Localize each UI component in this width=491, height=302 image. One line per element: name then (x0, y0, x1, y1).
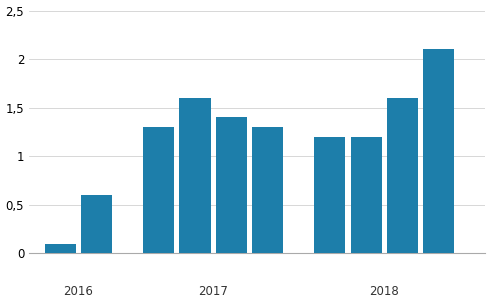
Bar (179, 98, 211, 253)
Bar (351, 137, 382, 253)
Bar (216, 117, 247, 253)
Text: 2018: 2018 (369, 285, 399, 298)
Text: 2017: 2017 (198, 285, 228, 298)
Bar (45, 243, 76, 253)
Bar (387, 98, 418, 253)
Bar (143, 127, 174, 253)
Bar (81, 195, 112, 253)
Bar (252, 127, 283, 253)
Text: 2016: 2016 (63, 285, 93, 298)
Bar (314, 137, 345, 253)
Bar (423, 50, 454, 253)
